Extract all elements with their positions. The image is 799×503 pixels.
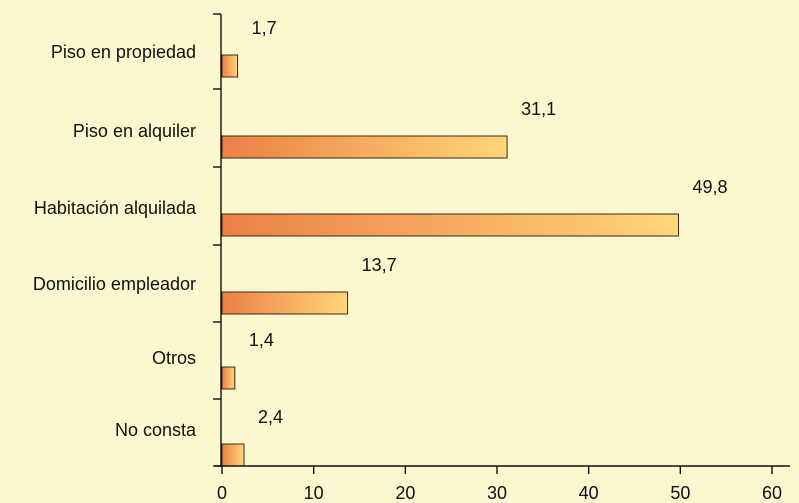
bar [221,213,679,237]
data-label: 13,7 [362,255,397,275]
category-label: Otros [152,348,196,368]
data-label: 49,8 [693,177,728,197]
bars-group [221,54,679,467]
x-tick-label: 0 [217,483,227,503]
x-tick-label: 10 [304,483,324,503]
category-label: Piso en alquiler [73,121,196,141]
bar [221,291,349,315]
axes: 0 10 20 30 40 50 60 [213,13,790,503]
bar [221,54,239,78]
category-label: No consta [115,420,197,440]
category-label: Domicilio empleador [33,274,196,294]
bar [221,135,508,159]
category-label: Piso en propiedad [51,42,196,62]
data-label: 31,1 [521,99,556,119]
category-labels: Piso en propiedad Piso en alquiler Habitac… [33,42,197,440]
category-label: Habitación alquilada [34,198,197,218]
x-tick-label: 20 [395,483,415,503]
value-labels: 1,7 31,1 49,8 13,7 1,4 2,4 [249,18,728,427]
x-tick-label: 30 [487,483,507,503]
data-label: 2,4 [258,407,283,427]
bar [221,366,236,390]
bar [221,443,245,467]
x-tick-label: 50 [670,483,690,503]
data-label: 1,7 [252,18,277,38]
data-label: 1,4 [249,330,274,350]
x-tick-label: 60 [762,483,782,503]
x-tick-label: 40 [579,483,599,503]
